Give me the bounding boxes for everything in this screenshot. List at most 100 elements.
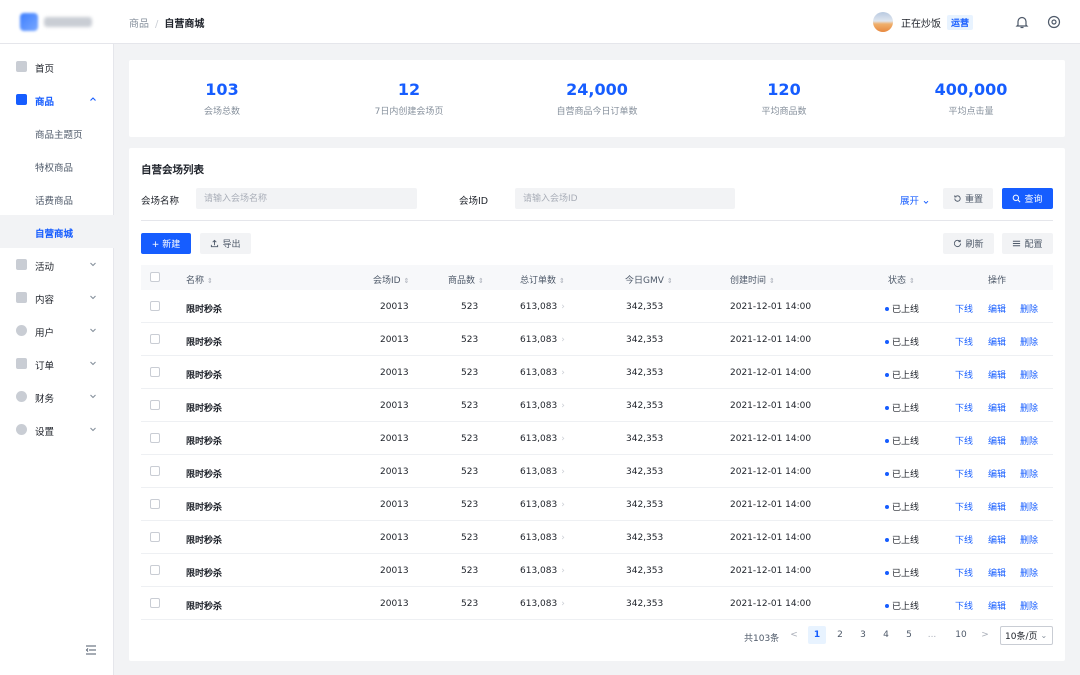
offline-action[interactable]: 下线 <box>955 470 974 480</box>
breadcrumb-parent[interactable]: 商品 <box>129 19 149 30</box>
row-checkbox[interactable] <box>150 499 160 509</box>
new-button[interactable]: + 新建 <box>141 233 191 254</box>
gear-icon[interactable] <box>1046 14 1062 30</box>
column-header-name[interactable]: 名称 ⇕ <box>186 273 213 286</box>
sidebar-item-home[interactable]: 首页 <box>0 50 114 83</box>
column-header-today-gmv[interactable]: 今日GMV ⇕ <box>625 273 673 286</box>
chevron-right-icon[interactable]: › <box>561 434 565 444</box>
sidebar-subitem-privilege-goods[interactable]: 特权商品 <box>0 149 114 182</box>
sort-icon[interactable]: ⇕ <box>403 277 410 285</box>
delete-action[interactable]: 删除 <box>1020 404 1039 414</box>
pagination-page[interactable]: 1 <box>808 626 826 644</box>
pagination-page[interactable]: 5 <box>906 630 912 640</box>
delete-action[interactable]: 删除 <box>1020 470 1039 480</box>
pagination-page[interactable]: 2 <box>837 630 843 640</box>
column-header-venue-id[interactable]: 会场ID ⇕ <box>373 273 409 286</box>
edit-action[interactable]: 编辑 <box>988 371 1007 381</box>
column-header-created-time[interactable]: 创建时间 ⇕ <box>730 273 775 286</box>
pagination-page[interactable]: 3 <box>860 630 866 640</box>
chevron-right-icon[interactable]: › <box>561 368 565 378</box>
delete-action[interactable]: 删除 <box>1020 569 1039 579</box>
delete-action[interactable]: 删除 <box>1020 602 1039 612</box>
user-name[interactable]: 正在炒饭 <box>901 18 941 30</box>
select-all-checkbox[interactable] <box>150 272 160 282</box>
offline-action[interactable]: 下线 <box>955 602 974 612</box>
edit-action[interactable]: 编辑 <box>988 536 1007 546</box>
user-menu[interactable]: 正在炒饭 运营 <box>873 12 974 32</box>
sidebar-item-goods[interactable]: 商品 <box>0 83 114 116</box>
export-button[interactable]: 导出 <box>200 233 251 254</box>
offline-action[interactable]: 下线 <box>955 503 974 513</box>
refresh-button[interactable]: 刷新 <box>943 233 994 254</box>
row-checkbox[interactable] <box>150 367 160 377</box>
venue-id-input[interactable] <box>515 188 735 209</box>
offline-action[interactable]: 下线 <box>955 338 974 348</box>
row-checkbox[interactable] <box>150 301 160 311</box>
sidebar-subitem-theme-page[interactable]: 商品主题页 <box>0 116 114 149</box>
pagination-prev[interactable]: < <box>790 630 798 640</box>
offline-action[interactable]: 下线 <box>955 371 974 381</box>
sidebar-item-order[interactable]: 订单 <box>0 347 114 380</box>
chevron-right-icon[interactable]: › <box>561 500 565 510</box>
sort-icon[interactable]: ⇕ <box>909 277 915 285</box>
page-size-select[interactable]: 10条/页 ⌄ <box>1000 626 1053 645</box>
edit-action[interactable]: 编辑 <box>988 503 1007 513</box>
chevron-right-icon[interactable]: › <box>561 401 565 411</box>
row-checkbox[interactable] <box>150 334 160 344</box>
chevron-right-icon[interactable]: › <box>561 302 565 312</box>
column-header-total-orders[interactable]: 总订单数 ⇕ <box>520 273 565 286</box>
sidebar-item-settings[interactable]: 设置 <box>0 413 114 446</box>
pagination-page[interactable]: 10 <box>955 630 967 640</box>
bell-icon[interactable] <box>1014 14 1030 30</box>
sidebar-subitem-self-mall[interactable]: 自营商城 <box>0 215 114 248</box>
offline-action[interactable]: 下线 <box>955 437 974 447</box>
row-checkbox[interactable] <box>150 466 160 476</box>
reset-button[interactable]: 重置 <box>943 188 993 209</box>
offline-action[interactable]: 下线 <box>955 569 974 579</box>
offline-action[interactable]: 下线 <box>955 305 974 315</box>
edit-action[interactable]: 编辑 <box>988 338 1007 348</box>
pagination-page[interactable]: 4 <box>883 630 889 640</box>
row-checkbox[interactable] <box>150 400 160 410</box>
sort-icon[interactable]: ⇕ <box>769 277 775 285</box>
pagination-ellipsis[interactable]: ... <box>927 630 937 640</box>
edit-action[interactable]: 编辑 <box>988 470 1007 480</box>
delete-action[interactable]: 删除 <box>1020 371 1039 381</box>
app-logo[interactable] <box>20 13 94 31</box>
edit-action[interactable]: 编辑 <box>988 404 1007 414</box>
edit-action[interactable]: 编辑 <box>988 602 1007 612</box>
collapse-sidebar-icon[interactable] <box>85 644 97 656</box>
delete-action[interactable]: 删除 <box>1020 338 1039 348</box>
sidebar-item-user[interactable]: 用户 <box>0 314 114 347</box>
row-checkbox[interactable] <box>150 532 160 542</box>
row-checkbox[interactable] <box>150 598 160 608</box>
offline-action[interactable]: 下线 <box>955 404 974 414</box>
chevron-right-icon[interactable]: › <box>561 335 565 345</box>
edit-action[interactable]: 编辑 <box>988 437 1007 447</box>
row-checkbox[interactable] <box>150 433 160 443</box>
sidebar-item-activity[interactable]: 活动 <box>0 248 114 281</box>
venue-name-input[interactable] <box>196 188 417 209</box>
offline-action[interactable]: 下线 <box>955 536 974 546</box>
avatar[interactable] <box>873 12 893 32</box>
sort-icon[interactable]: ⇕ <box>559 277 565 285</box>
expand-filters-button[interactable]: 展开 <box>900 193 930 207</box>
sidebar-item-finance[interactable]: 财务 <box>0 380 114 413</box>
delete-action[interactable]: 删除 <box>1020 305 1039 315</box>
chevron-right-icon[interactable]: › <box>561 566 565 576</box>
config-button[interactable]: 配置 <box>1002 233 1053 254</box>
edit-action[interactable]: 编辑 <box>988 305 1007 315</box>
column-header-goods-count[interactable]: 商品数 ⇕ <box>448 273 484 286</box>
query-button[interactable]: 查询 <box>1002 188 1053 209</box>
sort-icon[interactable]: ⇕ <box>666 277 673 285</box>
sort-icon[interactable]: ⇕ <box>478 277 484 285</box>
sidebar-subitem-phone-credit-goods[interactable]: 话费商品 <box>0 182 114 215</box>
chevron-right-icon[interactable]: › <box>561 599 565 609</box>
column-header-status[interactable]: 状态 ⇕ <box>888 273 915 286</box>
row-checkbox[interactable] <box>150 565 160 575</box>
pagination-next[interactable]: > <box>981 630 989 640</box>
delete-action[interactable]: 删除 <box>1020 503 1039 513</box>
chevron-right-icon[interactable]: › <box>561 467 565 477</box>
sidebar-item-content[interactable]: 内容 <box>0 281 114 314</box>
chevron-right-icon[interactable]: › <box>561 533 565 543</box>
